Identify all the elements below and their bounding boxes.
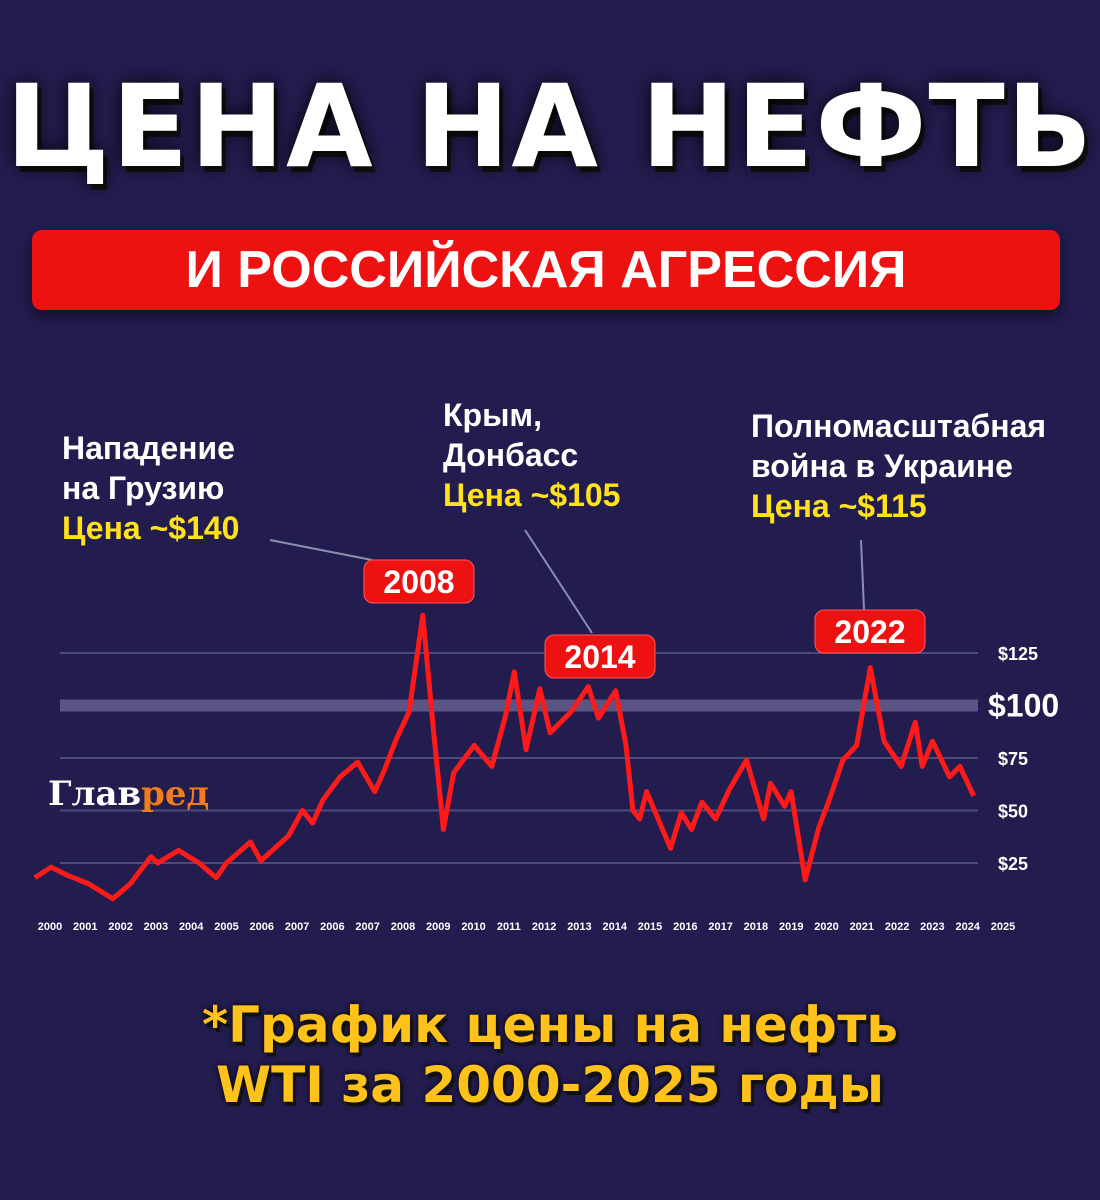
footer-line-1: *График цены на нефть (201, 996, 899, 1054)
annotation-event-line: Донбасс (443, 437, 579, 473)
y-tick-label: $100 (988, 688, 1059, 724)
x-tick-label: 2009 (426, 921, 450, 933)
x-tick-label: 2004 (179, 921, 204, 933)
x-tick-label: 2006 (250, 921, 274, 933)
x-tick-label: 2007 (355, 921, 379, 933)
x-tick-label: 2007 (285, 921, 309, 933)
page-title: ЦЕНА НА НЕФТЬ (5, 60, 1095, 194)
x-tick-label: 2018 (744, 921, 768, 933)
x-tick-label: 2002 (108, 921, 132, 933)
x-tick-label: 2015 (638, 921, 662, 933)
y-tick-label: $125 (998, 644, 1038, 664)
footer-caption: *График цены на нефть WTI за 2000-2025 г… (0, 995, 1100, 1115)
annotation-price: Цена ~$140 (62, 510, 240, 546)
y-tick-label: $75 (998, 749, 1028, 769)
callout-line-2008 (269, 539, 373, 561)
x-tick-label: 2016 (673, 921, 697, 933)
x-tick-label: 2021 (850, 921, 874, 933)
badge-background (814, 609, 926, 654)
x-tick-label: 2001 (73, 921, 97, 933)
annotation-event-line: на Грузию (62, 470, 225, 506)
x-tick-label: 2008 (391, 921, 415, 933)
annotation-crimea: Крым, Донбасс Цена ~$105 (443, 395, 620, 515)
logo-part1: Глав (48, 774, 142, 814)
annotation-georgia: Нападение на Грузию Цена ~$140 (62, 428, 239, 548)
x-tick-label: 2025 (991, 921, 1015, 933)
annotation-event-line: война в Украине (751, 448, 1013, 484)
year-badge-2022: 2022 (814, 609, 926, 654)
callout-line-2022 (860, 539, 865, 611)
logo-part2: ред (141, 774, 210, 814)
footer-line-2: WTI за 2000-2025 годы (215, 1056, 885, 1114)
x-tick-label: 2023 (920, 921, 944, 933)
x-tick-label: 2006 (320, 921, 344, 933)
x-tick-label: 2012 (532, 921, 556, 933)
year-badge-2014: 2014 (544, 634, 656, 679)
x-tick-label: 2014 (602, 921, 627, 933)
x-tick-label: 2017 (708, 921, 732, 933)
annotation-price: Цена ~$115 (751, 488, 927, 524)
x-tick-label: 2020 (814, 921, 838, 933)
callout-line-2014 (524, 529, 593, 634)
badge-label: 2008 (383, 564, 454, 600)
x-tick-label: 2019 (779, 921, 803, 933)
x-tick-label: 2005 (214, 921, 238, 933)
badge-background (544, 634, 656, 679)
badge-label: 2014 (564, 639, 635, 675)
x-tick-label: 2022 (885, 921, 909, 933)
annotation-price: Цена ~$105 (443, 477, 621, 513)
annotation-event-line: Нападение (62, 430, 235, 466)
y-tick-label: $25 (998, 854, 1028, 874)
x-tick-label: 2000 (38, 921, 62, 933)
badge-label: 2022 (834, 614, 905, 650)
x-tick-label: 2024 (955, 921, 980, 933)
x-tick-label: 2010 (461, 921, 485, 933)
year-badge-2008: 2008 (363, 559, 475, 604)
y-tick-label: $50 (998, 802, 1028, 822)
glavred-logo: Главред (48, 774, 209, 814)
annotation-fullscale-war: Полномасштабная война в Украине Цена ~$1… (751, 406, 1046, 526)
x-tick-label: 2013 (567, 921, 591, 933)
annotation-event-line: Крым, (443, 397, 542, 433)
subtitle-banner: И РОССИЙСКАЯ АГРЕССИЯ (32, 230, 1060, 310)
badge-background (363, 559, 475, 604)
annotation-event-line: Полномасштабная (751, 408, 1047, 444)
x-tick-label: 2003 (144, 921, 168, 933)
price-line (33, 612, 976, 902)
x-tick-label: 2011 (497, 921, 521, 933)
